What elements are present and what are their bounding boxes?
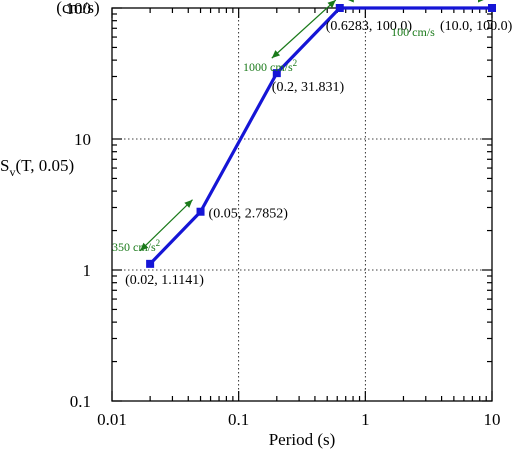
annotation-label-100: 100 cm/s — [391, 25, 435, 39]
annotation-arrow-line — [271, 0, 337, 59]
data-point-marker — [196, 207, 205, 216]
plot-frame — [111, 7, 493, 402]
x-axis-title: Period (s) — [269, 430, 336, 449]
data-point-marker — [488, 4, 496, 12]
annotation-arrow-line — [139, 199, 193, 252]
data-point-marker — [272, 69, 281, 78]
y-axis-title-main: S — [0, 156, 9, 175]
series-layer — [146, 4, 496, 268]
annotation-arrow-head — [271, 50, 281, 59]
y-axis-title-rest: (T, 0.05) — [15, 156, 74, 175]
label-layer: (0.02, 1.1141) (0.05, 2.7852) (0.2, 31.831… — [125, 19, 513, 288]
annotation-arrow-head — [348, 0, 354, 3]
data-point-label: (0.2, 31.831) — [272, 80, 345, 95]
x-tick-label: 0.01 — [97, 410, 127, 429]
annotation-arrow-head — [140, 242, 149, 251]
spectrum-line — [148, 6, 492, 265]
y-tick-label: 0.1 — [70, 392, 91, 411]
annotation-arrow-head — [478, 0, 484, 3]
y-tick-label: 100 — [66, 0, 92, 18]
x-tick-label: 10 — [484, 410, 501, 429]
y-tick-label: 1 — [83, 261, 92, 280]
data-point-label: (0.02, 1.1141) — [125, 273, 204, 288]
data-point-marker — [335, 4, 344, 12]
data-point-label: (10.0, 100.0) — [440, 19, 513, 34]
data-point-label: (0.6283, 100.0) — [326, 19, 413, 34]
annotation-arrow-head — [184, 199, 193, 208]
data-point-label: (0.05, 2.7852) — [209, 207, 289, 222]
y-axis-title-sub: v — [9, 165, 15, 179]
tick-layer: 0.01 0.1 1 10 0.1 1 10 100 — [66, 0, 501, 429]
y-axis-title: Sv(T, 0.05) — [0, 156, 74, 179]
x-tick-label: 1 — [361, 410, 370, 429]
annotation-label-350: 350 cm/s2 — [112, 238, 160, 254]
y-unit-label: (cm/s) — [56, 0, 99, 17]
grid-layer — [112, 8, 492, 401]
data-point-marker — [146, 259, 155, 268]
x-tick-label: 0.1 — [228, 410, 249, 429]
annotation-label-1000: 1000 cm/s2 — [243, 58, 297, 74]
annotation-layer: 350 cm/s2 1000 cm/s2 100 cm/s — [112, 0, 484, 254]
y-tick-label: 10 — [74, 130, 91, 149]
annotation-arrow-head — [327, 0, 336, 8]
